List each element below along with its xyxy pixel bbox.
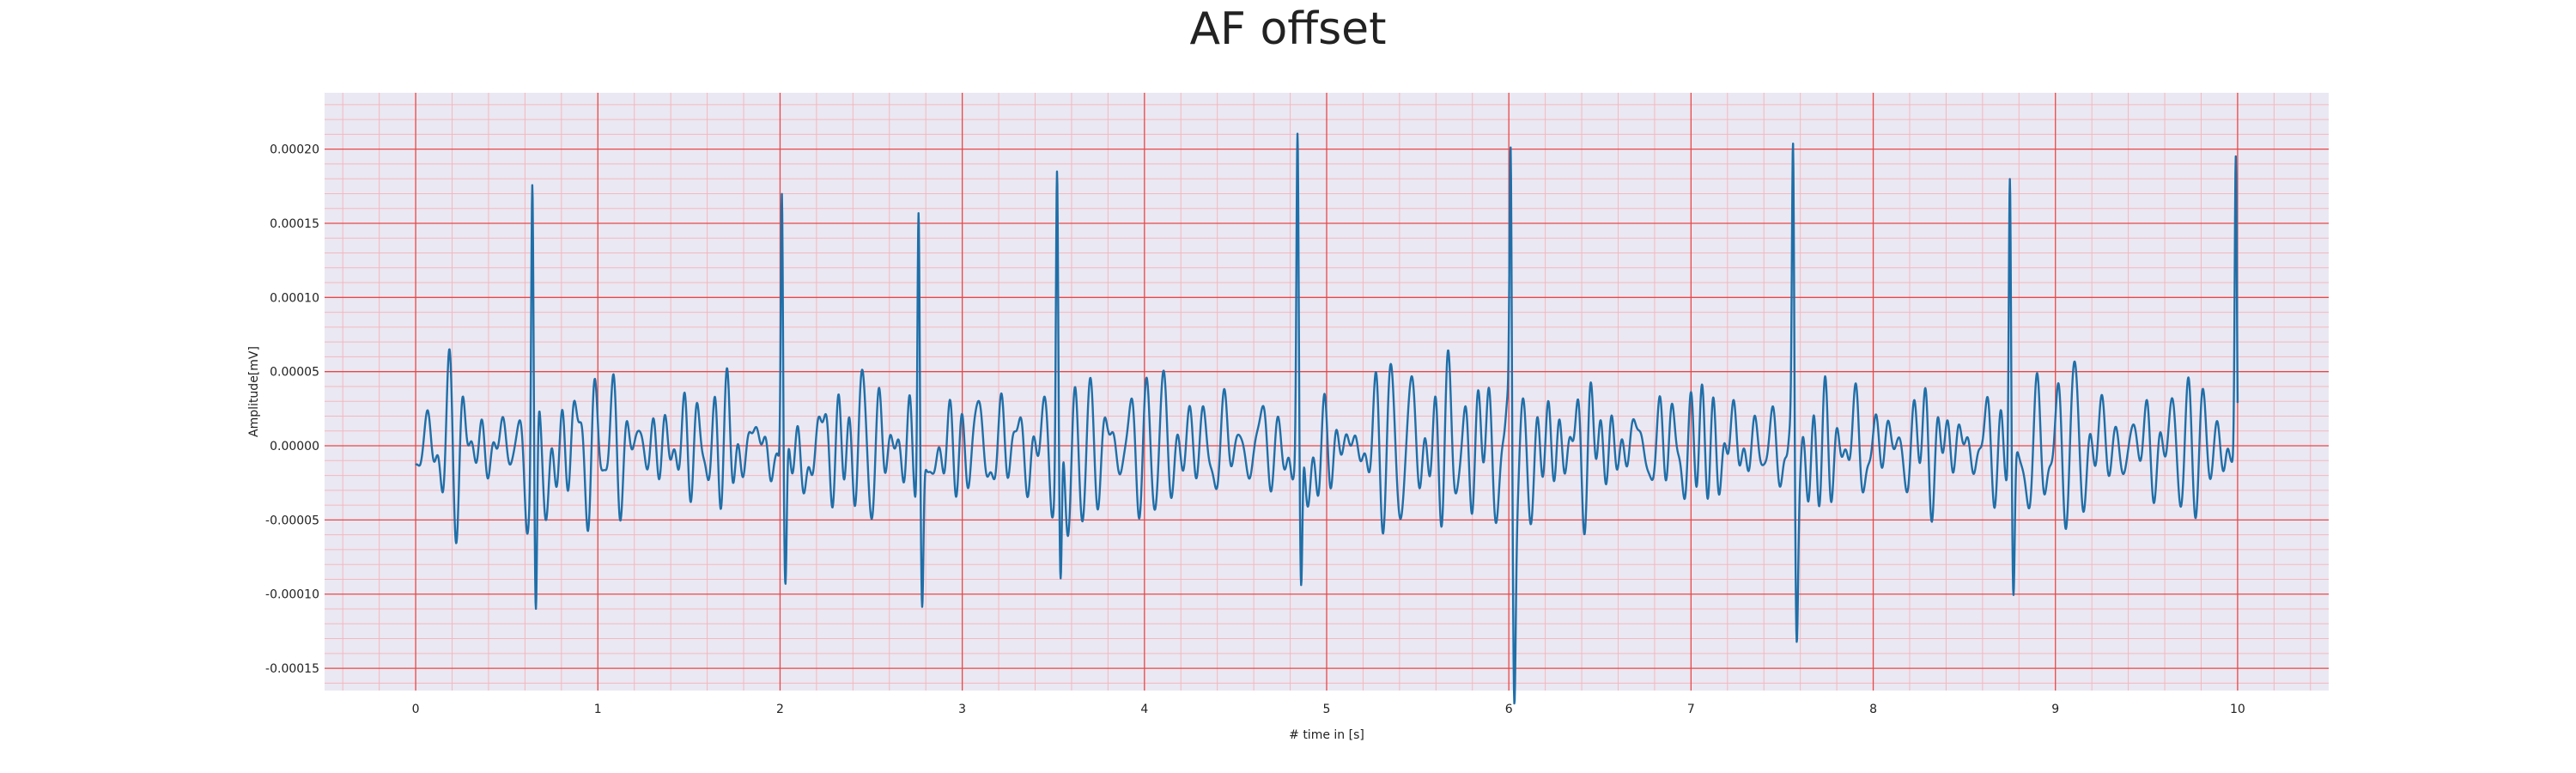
x-axis-label: # time in [s]: [1289, 728, 1364, 742]
x-tick-label: 8: [1869, 703, 1877, 716]
x-tick-label: 6: [1505, 703, 1513, 716]
x-tick-label: 7: [1687, 703, 1695, 716]
y-tick-label: -0.00015: [265, 662, 319, 676]
x-tick-label: 9: [2051, 703, 2059, 716]
x-tick-label: 5: [1323, 703, 1331, 716]
x-tick-label: 1: [594, 703, 602, 716]
y-tick-label: 0.00020: [270, 143, 319, 157]
series-layer: [415, 132, 2239, 705]
y-axis-ticks: 0.00020 0.00015 0.00010 0.00005 0.00000 -0.00…: [265, 143, 319, 676]
y-tick-label: 0.00010: [270, 291, 319, 305]
x-tick-label: 2: [776, 703, 784, 716]
x-tick-label: 3: [958, 703, 966, 716]
y-tick-label: 0.00000: [270, 440, 319, 453]
x-tick-label: 10: [2230, 703, 2245, 716]
y-tick-label: -0.00005: [265, 514, 319, 527]
y-tick-label: -0.00010: [265, 588, 319, 602]
y-tick-label: 0.00005: [270, 366, 319, 380]
x-tick-label: 0: [412, 703, 420, 716]
y-axis-label: Amplitude[mV]: [247, 346, 261, 437]
y-tick-label: 0.00015: [270, 217, 319, 231]
x-tick-label: 4: [1140, 703, 1148, 716]
major-grid: [325, 93, 2329, 691]
chart-title: AF offset: [1189, 3, 1387, 55]
x-axis-ticks: 0 1 2 3 4 5 6 7 8 9 10: [412, 703, 2245, 716]
signal-line: [415, 132, 2239, 705]
